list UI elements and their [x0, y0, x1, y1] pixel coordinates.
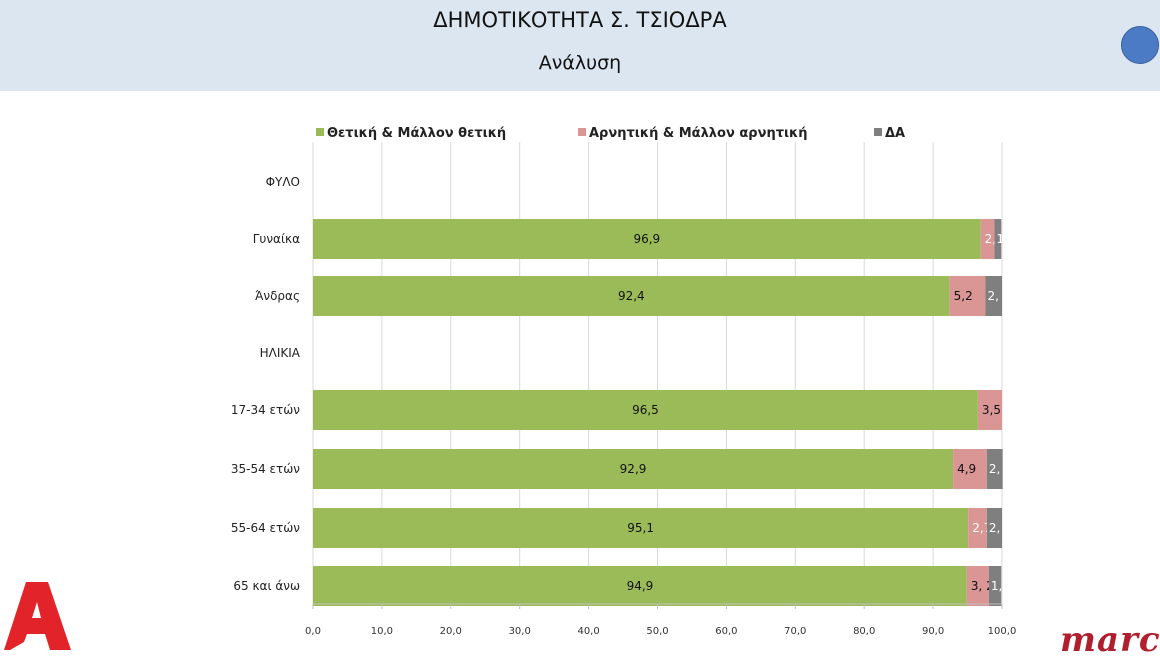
x-tick-label: 80,0 — [853, 626, 875, 637]
data-label: 94,9 — [627, 579, 654, 593]
category-label: 35-54 ετών — [231, 462, 300, 476]
legend-swatch — [578, 128, 586, 136]
x-tick-label: 70,0 — [784, 626, 806, 637]
category-label: ΦΥΛΟ — [266, 175, 300, 189]
page-title: ΔΗΜΟΤΙΚΟΤΗΤΑ Σ. ΤΣΙΟΔΡΑ — [433, 8, 727, 32]
x-tick-label: 100,0 — [988, 626, 1017, 637]
category-label: Άνδρας — [255, 289, 300, 303]
category-label: 65 και άνω — [233, 579, 300, 593]
bar-segment — [986, 508, 1002, 548]
data-label: 96,9 — [633, 232, 660, 246]
data-label: 2, 4 — [987, 289, 1010, 303]
bar-segment — [313, 390, 978, 430]
bar-segment — [968, 508, 987, 548]
x-tick-label: 0,0 — [305, 626, 321, 637]
data-label: 3,5 — [982, 403, 1001, 417]
x-tick-label: 50,0 — [646, 626, 668, 637]
circle-icon — [1121, 26, 1159, 64]
category-label: ΗΛΙΚΙΑ — [260, 346, 301, 360]
bar-segment — [994, 219, 1002, 259]
data-label: 95,1 — [627, 521, 654, 535]
x-tick-label: 60,0 — [715, 626, 737, 637]
legend-label: Αρνητική & Μάλλον αρνητική — [589, 126, 808, 141]
bar-segment — [313, 449, 954, 489]
slide-header: ΔΗΜΟΤΙΚΟΤΗΤΑ Σ. ΤΣΙΟΔΡΑ Ανάλυση — [0, 0, 1160, 91]
category-label: 17-34 ετών — [231, 403, 300, 417]
data-label: 96,5 — [632, 403, 659, 417]
bar-segment — [313, 219, 981, 259]
data-label: 3, 2 — [971, 579, 994, 593]
bar-segment — [985, 276, 1002, 316]
data-label: 5,2 — [954, 289, 973, 303]
x-tick-label: 10,0 — [371, 626, 393, 637]
category-label: 55-64 ετών — [231, 521, 300, 535]
data-label: 92,4 — [618, 289, 645, 303]
marc-logo: marc — [1060, 620, 1160, 660]
data-label: 2, 3 — [989, 462, 1012, 476]
x-tick-label: 40,0 — [577, 626, 599, 637]
bar-segment — [949, 276, 986, 316]
data-label: 2, 2 — [989, 521, 1012, 535]
data-label: 1, 0 — [996, 232, 1019, 246]
alpha-channel-logo — [2, 580, 72, 656]
page-subtitle: Ανάλυση — [538, 52, 622, 74]
bar-segment — [313, 508, 969, 548]
bar-segment — [313, 276, 950, 316]
legend-swatch — [316, 128, 324, 136]
legend-label: Θετική & Μάλλον θετική — [327, 126, 506, 141]
data-label: 2,7 — [972, 521, 991, 535]
bar-segment — [986, 449, 1003, 489]
category-label: Γυναίκα — [253, 232, 300, 246]
x-tick-label: 30,0 — [509, 626, 531, 637]
bar-segment — [988, 566, 1002, 606]
bar-segment — [953, 449, 987, 489]
legend-label: ΔΑ — [885, 126, 905, 141]
x-tick-label: 90,0 — [922, 626, 944, 637]
data-label: 92,9 — [620, 462, 647, 476]
bar-segment — [313, 566, 967, 606]
bar-segment — [966, 566, 989, 606]
data-label: 4,9 — [957, 462, 976, 476]
bar-segment — [977, 390, 1002, 430]
data-label: 1, 8 — [991, 579, 1014, 593]
legend-swatch — [874, 128, 882, 136]
x-tick-label: 20,0 — [440, 626, 462, 637]
bar-segment — [980, 219, 995, 259]
